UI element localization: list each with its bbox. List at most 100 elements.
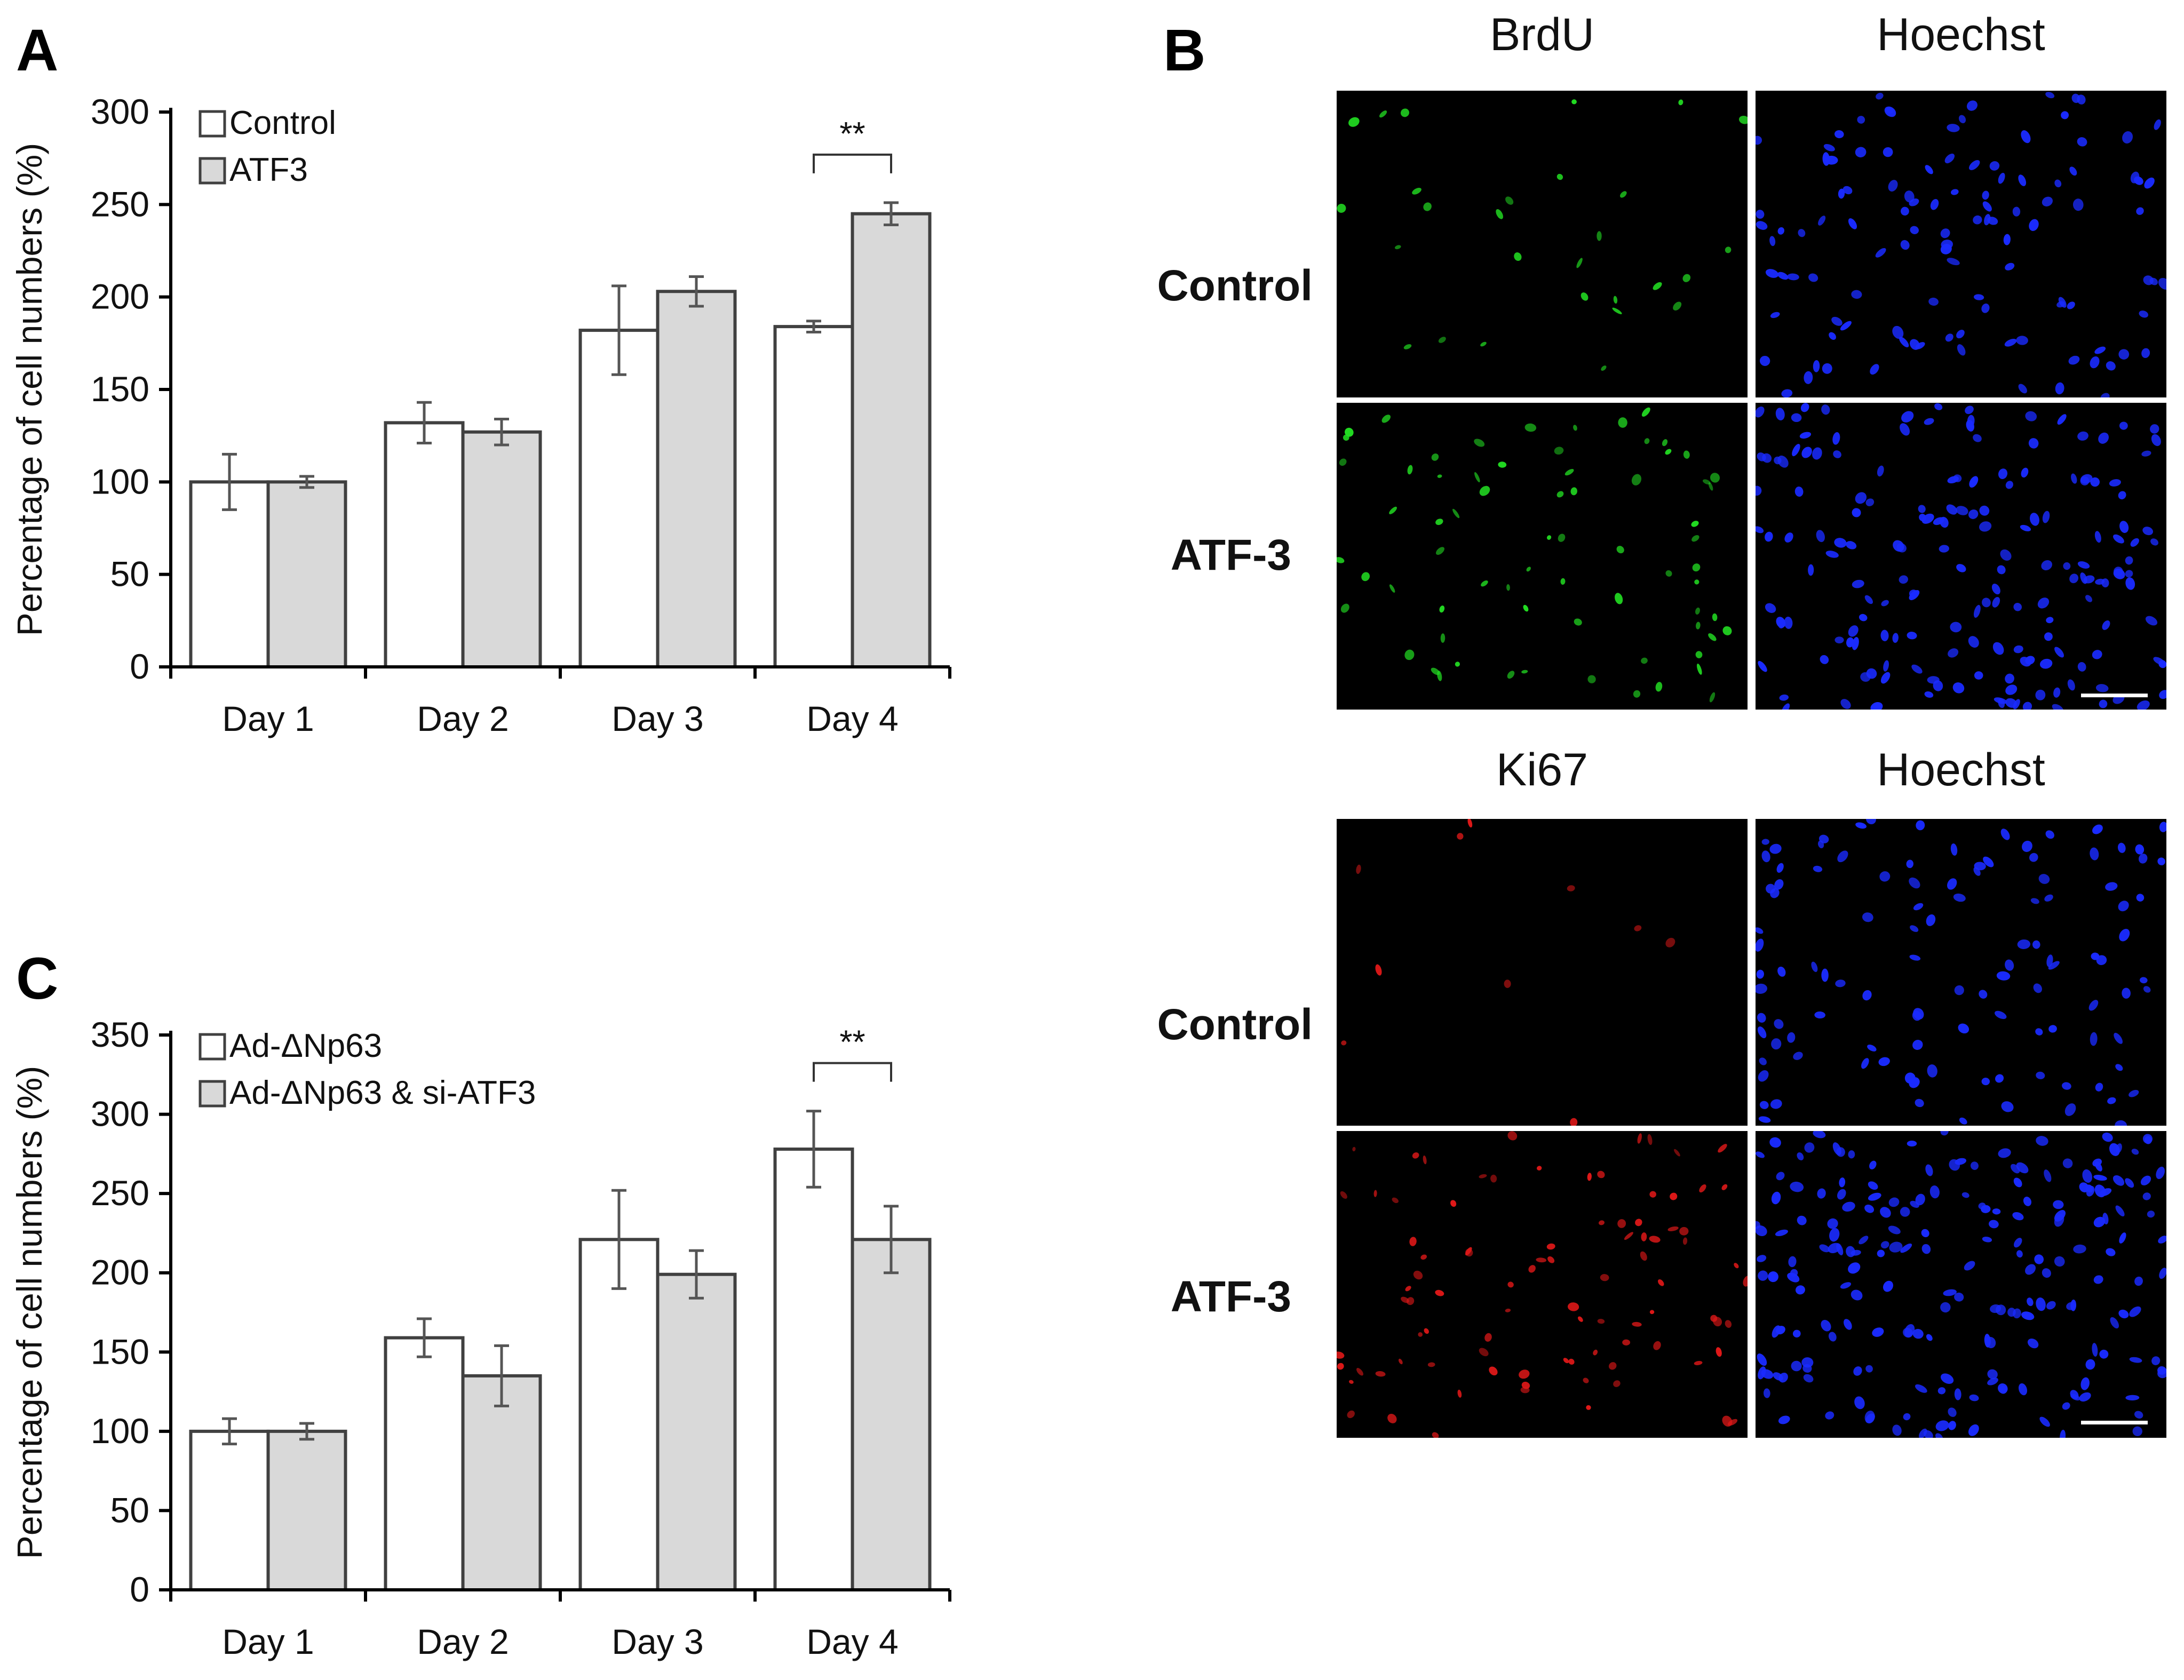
stained-cell — [1635, 1219, 1642, 1227]
nucleus — [1814, 1011, 1825, 1019]
nucleus — [1904, 1072, 1916, 1084]
nucleus — [1776, 863, 1784, 873]
brdu-atf3-image — [1337, 403, 1748, 710]
panel-letter-b: B — [1163, 18, 1206, 83]
nucleus — [2045, 92, 2055, 99]
significance-bracket — [813, 153, 892, 173]
nucleus — [1943, 1289, 1957, 1296]
nucleus — [1883, 147, 1893, 157]
nucleus — [1907, 1140, 1917, 1147]
nucleus — [2053, 1200, 2064, 1209]
nucleus — [2005, 673, 2014, 684]
nucleus — [1987, 1378, 1998, 1386]
stained-cell — [1567, 1302, 1579, 1311]
nucleus — [1981, 1205, 1991, 1213]
hoechst-control-image-top — [1756, 91, 2166, 397]
stained-cell — [1505, 1308, 1511, 1312]
nucleus — [1900, 1207, 1910, 1217]
stained-cell — [1356, 1368, 1363, 1376]
stained-cell — [1435, 1289, 1444, 1296]
stained-cell — [1418, 1332, 1423, 1337]
nucleus — [1756, 1221, 1760, 1229]
nucleus — [1869, 1160, 1877, 1169]
y-tick-label: 100 — [91, 1411, 149, 1451]
nucleus — [1756, 969, 1764, 979]
nucleus — [1769, 236, 1776, 246]
stained-cell — [1345, 427, 1354, 437]
nucleus — [2032, 940, 2040, 949]
stained-cell — [1662, 439, 1668, 447]
nucleus — [1987, 1369, 1998, 1380]
nucleus — [2159, 690, 2166, 699]
nucleus — [2046, 954, 2053, 967]
legend-swatch — [198, 110, 226, 138]
stained-cell — [1586, 1405, 1591, 1410]
nucleus — [2021, 467, 2029, 478]
nucleus — [1883, 660, 1889, 672]
nucleus — [1834, 538, 1847, 548]
nucleus — [2102, 1132, 2113, 1142]
stained-cell — [1407, 465, 1413, 475]
nucleus — [2115, 1205, 2125, 1217]
nucleus — [1855, 822, 1867, 829]
row-label-atf3-bottom: ATF-3 — [1170, 1272, 1291, 1321]
nucleus — [1883, 1280, 1893, 1292]
stained-cell — [1665, 449, 1672, 455]
nucleus — [1969, 1394, 1979, 1402]
nucleus — [1950, 843, 1958, 856]
nucleus — [1769, 1137, 1781, 1148]
stained-cell — [1649, 1191, 1656, 1198]
nucleus — [1864, 1204, 1875, 1213]
stained-cell — [1665, 937, 1675, 948]
stained-cell — [1536, 1257, 1547, 1263]
nucleus — [2157, 1366, 2166, 1375]
stained-cell — [1573, 425, 1577, 431]
nucleus — [1838, 188, 1845, 199]
bar-series1-day-4 — [773, 325, 854, 668]
stained-cell — [1558, 534, 1566, 542]
stained-cell — [1505, 196, 1514, 205]
nucleus — [1812, 447, 1822, 460]
nucleus — [1808, 564, 1814, 576]
nucleus — [2018, 384, 2027, 394]
nucleus — [2093, 1216, 2106, 1228]
nucleus — [1761, 839, 1769, 845]
nucleus — [2048, 961, 2060, 970]
nucleus — [1776, 1326, 1785, 1335]
stained-cell — [1725, 246, 1732, 253]
nucleus — [1958, 115, 1966, 124]
nucleus — [1928, 297, 1939, 306]
nucleus — [2092, 1343, 2098, 1357]
stained-cell — [1617, 1219, 1626, 1228]
nucleus — [1899, 337, 1909, 347]
stained-cell — [1692, 563, 1701, 572]
bar-series2-day-2 — [461, 1374, 542, 1591]
nucleus — [1813, 865, 1823, 872]
nucleus — [1801, 1357, 1814, 1368]
nucleus — [2022, 702, 2032, 710]
nucleus — [2107, 1097, 2116, 1104]
nucleus — [1877, 465, 1884, 477]
stained-cell — [1691, 535, 1699, 542]
nucleus — [1866, 819, 1876, 824]
nucleus — [1848, 218, 1857, 229]
stained-cell — [1423, 1155, 1427, 1165]
nucleus — [1907, 631, 1917, 640]
nucleus — [1964, 1261, 1975, 1271]
nucleus — [1769, 843, 1782, 854]
nucleus — [2096, 955, 2107, 965]
nucleus — [1877, 1249, 1885, 1257]
bar-series2-day-2 — [461, 430, 542, 668]
nucleus — [1846, 1246, 1855, 1257]
nucleus — [1991, 583, 2000, 595]
nucleus — [1813, 1131, 1826, 1138]
nucleus — [1939, 545, 1949, 553]
nucleus — [1842, 1201, 1855, 1212]
stained-cell — [1394, 245, 1401, 250]
row-label-atf3-top: ATF-3 — [1170, 531, 1291, 579]
nucleus — [1756, 221, 1768, 230]
stained-cell — [1474, 439, 1485, 447]
nucleus — [1878, 1057, 1890, 1066]
nucleus — [2092, 650, 2102, 659]
nucleus — [1771, 1038, 1782, 1050]
